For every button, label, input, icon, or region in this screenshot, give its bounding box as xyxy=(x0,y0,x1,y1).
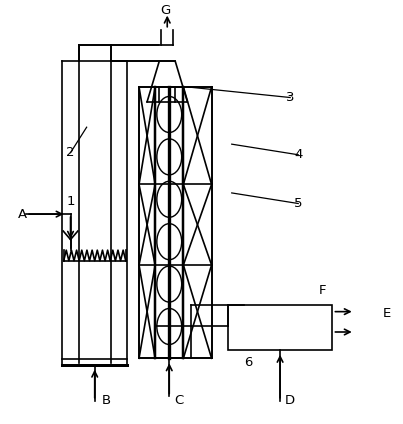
Text: 4: 4 xyxy=(294,148,302,161)
Text: G: G xyxy=(160,4,170,17)
Text: 1: 1 xyxy=(66,195,75,208)
Text: F: F xyxy=(319,284,326,297)
Text: 3: 3 xyxy=(286,91,295,104)
Text: 6: 6 xyxy=(244,356,252,369)
Text: E: E xyxy=(383,307,391,320)
Bar xyxy=(139,87,212,358)
Text: 5: 5 xyxy=(294,197,303,210)
Bar xyxy=(228,305,332,350)
Text: 2: 2 xyxy=(66,146,75,159)
Text: A: A xyxy=(18,208,27,220)
Text: D: D xyxy=(285,394,295,407)
Text: B: B xyxy=(102,394,111,407)
Text: C: C xyxy=(175,394,184,407)
